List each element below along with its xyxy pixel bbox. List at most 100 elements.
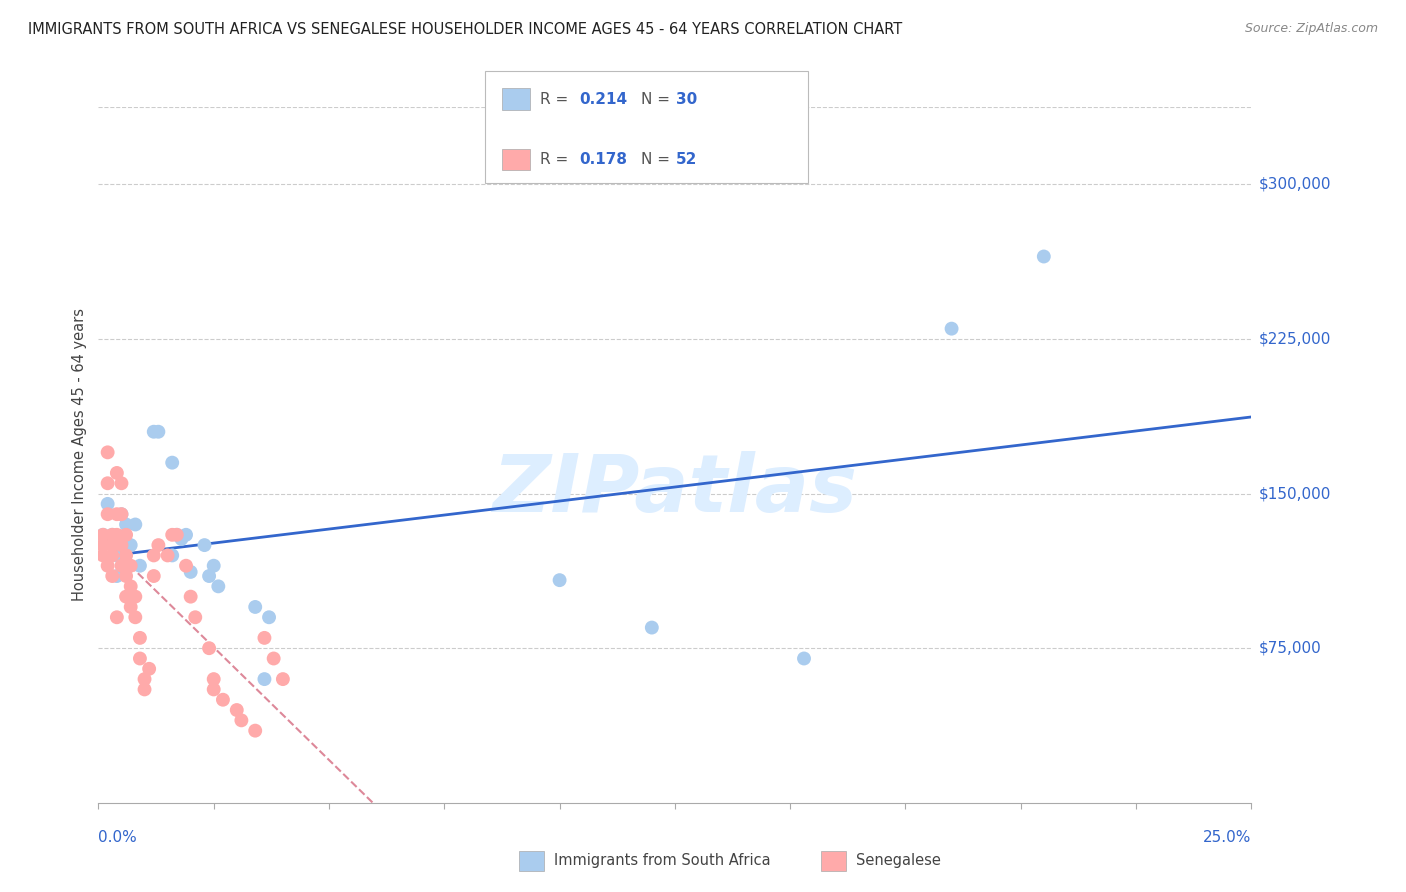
Point — [160, 456, 183, 470]
Point — [105, 549, 128, 563]
Point — [134, 682, 156, 697]
Point — [105, 569, 128, 583]
Point — [198, 641, 221, 656]
Point — [156, 549, 179, 563]
Text: $225,000: $225,000 — [1258, 332, 1330, 346]
Point — [115, 528, 138, 542]
Point — [91, 549, 114, 563]
Point — [105, 528, 128, 542]
Point — [257, 610, 280, 624]
Text: $75,000: $75,000 — [1258, 640, 1322, 656]
Point — [202, 682, 225, 697]
Point — [110, 476, 132, 491]
Point — [97, 507, 120, 521]
Point — [160, 528, 183, 542]
Point — [263, 651, 285, 665]
Text: 30: 30 — [676, 92, 697, 106]
Point — [166, 528, 188, 542]
Point — [202, 558, 225, 573]
Point — [115, 549, 138, 563]
Point — [142, 549, 165, 563]
Point — [148, 425, 170, 439]
Point — [91, 538, 114, 552]
Point — [148, 538, 170, 552]
Text: 0.214: 0.214 — [579, 92, 627, 106]
Point — [941, 321, 963, 335]
Point — [124, 610, 146, 624]
Text: R =: R = — [540, 153, 574, 167]
Point — [91, 528, 114, 542]
Point — [101, 538, 124, 552]
Y-axis label: Householder Income Ages 45 - 64 years: Householder Income Ages 45 - 64 years — [72, 309, 87, 601]
Point — [138, 662, 160, 676]
Point — [166, 528, 188, 542]
Point — [245, 723, 267, 738]
Point — [97, 497, 120, 511]
Point — [231, 714, 253, 728]
Point — [1032, 250, 1054, 264]
Point — [115, 569, 138, 583]
Point — [129, 651, 152, 665]
Text: R =: R = — [540, 92, 574, 106]
Point — [198, 569, 221, 583]
Text: ZIPatlas: ZIPatlas — [492, 450, 858, 529]
Point — [101, 569, 124, 583]
Point — [101, 528, 124, 542]
Point — [184, 610, 207, 624]
Text: Source: ZipAtlas.com: Source: ZipAtlas.com — [1244, 22, 1378, 36]
Point — [174, 528, 197, 542]
Point — [142, 425, 165, 439]
Point — [174, 558, 197, 573]
Text: Senegalese: Senegalese — [856, 854, 941, 868]
Point — [124, 517, 146, 532]
Point — [180, 565, 202, 579]
Point — [120, 579, 142, 593]
Point — [97, 558, 120, 573]
Point — [793, 651, 815, 665]
Point — [110, 538, 132, 552]
Point — [97, 476, 120, 491]
Point — [101, 528, 124, 542]
Point — [120, 558, 142, 573]
Point — [142, 569, 165, 583]
Point — [120, 538, 142, 552]
Text: N =: N = — [641, 92, 675, 106]
Point — [110, 507, 132, 521]
Point — [105, 610, 128, 624]
Text: 52: 52 — [676, 153, 697, 167]
Point — [110, 507, 132, 521]
Point — [129, 558, 152, 573]
Text: $300,000: $300,000 — [1258, 177, 1331, 192]
Point — [105, 507, 128, 521]
Point — [97, 445, 120, 459]
Point — [101, 549, 124, 563]
Point — [129, 631, 152, 645]
Text: Immigrants from South Africa: Immigrants from South Africa — [554, 854, 770, 868]
Point — [105, 466, 128, 480]
Point — [120, 599, 142, 614]
Point — [548, 573, 571, 587]
Point — [202, 672, 225, 686]
Text: 25.0%: 25.0% — [1204, 830, 1251, 845]
Point — [124, 590, 146, 604]
Point — [253, 631, 276, 645]
Point — [212, 692, 235, 706]
Point — [170, 532, 193, 546]
Text: $150,000: $150,000 — [1258, 486, 1330, 501]
Point — [271, 672, 294, 686]
Point — [193, 538, 215, 552]
Text: N =: N = — [641, 153, 675, 167]
Text: 0.178: 0.178 — [579, 153, 627, 167]
Point — [225, 703, 247, 717]
Point — [115, 590, 138, 604]
Point — [134, 672, 156, 686]
Text: 0.0%: 0.0% — [98, 830, 138, 845]
Point — [207, 579, 229, 593]
Point — [641, 621, 664, 635]
Point — [245, 599, 267, 614]
Text: IMMIGRANTS FROM SOUTH AFRICA VS SENEGALESE HOUSEHOLDER INCOME AGES 45 - 64 YEARS: IMMIGRANTS FROM SOUTH AFRICA VS SENEGALE… — [28, 22, 903, 37]
Point — [91, 528, 114, 542]
Point — [253, 672, 276, 686]
Point — [160, 549, 183, 563]
Point — [110, 558, 132, 573]
